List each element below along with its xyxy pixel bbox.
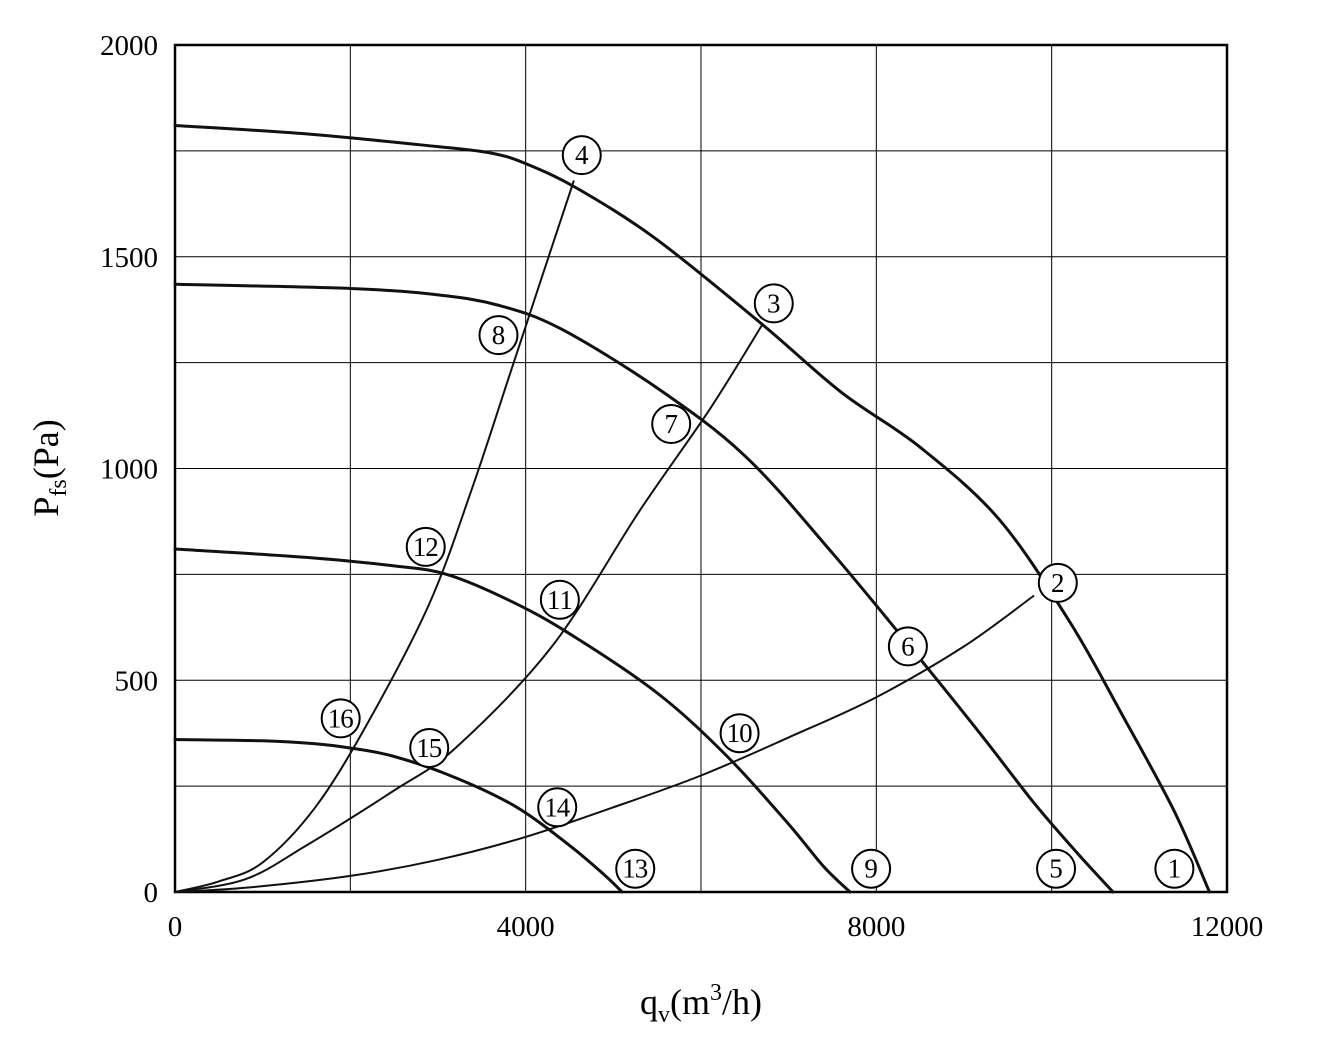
system-curves: [174, 180, 1035, 893]
x-tick-label: 8000: [847, 911, 905, 943]
label-circle: [615, 848, 656, 889]
curve-label-6: 6: [887, 626, 928, 667]
label-circle: [539, 579, 580, 620]
curve-label-12: 12: [405, 526, 446, 567]
label-text: 4: [575, 140, 589, 170]
x-tick-label: 4000: [497, 911, 555, 943]
label-circle: [409, 728, 450, 769]
label-text: 5: [1049, 854, 1063, 884]
label-text: 10: [727, 718, 753, 748]
curve-label-14: 14: [537, 787, 578, 828]
label-text: 3: [767, 288, 781, 318]
label-circle: [561, 135, 602, 176]
label-circle: [1037, 562, 1078, 603]
y-tick-label: 2000: [100, 30, 158, 62]
label-circle: [320, 698, 361, 739]
y-axis-title: Pfs(Pa): [26, 419, 72, 516]
label-text: 2: [1051, 568, 1065, 598]
fan-curves: [173, 124, 1211, 894]
label-text: 7: [664, 409, 678, 439]
label-text: 15: [416, 733, 442, 763]
label-circle: [1154, 848, 1195, 889]
fan-curve-3: [173, 547, 852, 894]
x-tick-label: 12000: [1191, 911, 1264, 943]
label-circle: [1036, 848, 1077, 889]
label-text: 16: [328, 703, 354, 733]
system-curve-1: [174, 594, 1035, 893]
label-text: 6: [901, 631, 915, 661]
curve-label-9: 9: [851, 848, 892, 889]
system-curve-2: [174, 323, 764, 893]
curve-label-13: 13: [615, 848, 656, 889]
label-text: 13: [622, 854, 648, 884]
y-tick-label: 1000: [100, 454, 158, 486]
system-curve-3: [174, 180, 575, 893]
label-circle: [651, 404, 692, 445]
label-circle: [478, 315, 519, 356]
curve-label-2: 2: [1037, 562, 1078, 603]
curve-label-16: 16: [320, 698, 361, 739]
grid-lines: [175, 45, 1227, 892]
curve-label-15: 15: [409, 728, 450, 769]
label-text: 11: [547, 585, 573, 615]
plot-frame: [173, 43, 1229, 894]
label-text: 12: [413, 532, 439, 562]
label-text: 8: [492, 320, 506, 350]
y-tick-label: 1500: [100, 242, 158, 274]
fan-curve-2: [173, 282, 1115, 894]
tick-labels: 0 4000 8000 12000 0 500 1000 1500 2000: [100, 30, 1263, 943]
curve-label-7: 7: [651, 404, 692, 445]
curve-label-4: 4: [561, 135, 602, 176]
curve-label-10: 10: [719, 713, 760, 754]
curve-label-1: 1: [1154, 848, 1195, 889]
fan-curve-1: [173, 124, 1211, 894]
label-circle: [719, 713, 760, 754]
curve-label-5: 5: [1036, 848, 1077, 889]
curve-label-3: 3: [753, 283, 794, 324]
x-axis-title: qv(m3/h): [640, 980, 762, 1028]
label-circle: [405, 526, 446, 567]
label-circle: [887, 626, 928, 667]
curve-label-8: 8: [478, 315, 519, 356]
label-text: 9: [864, 854, 878, 884]
label-text: 1: [1168, 854, 1182, 884]
label-circle: [753, 283, 794, 324]
label-circle: [537, 787, 578, 828]
curve-label-11: 11: [539, 579, 580, 620]
y-tick-label: 500: [115, 665, 159, 697]
label-circle: [851, 848, 892, 889]
label-text: 14: [544, 792, 571, 822]
y-tick-label: 0: [144, 877, 159, 909]
x-tick-label: 0: [168, 911, 183, 943]
